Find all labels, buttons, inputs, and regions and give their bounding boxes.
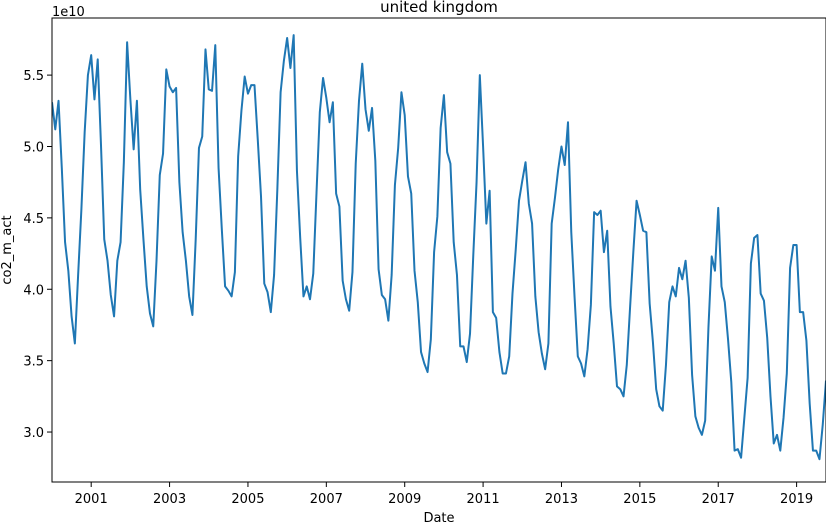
x-tick-label: 2009	[388, 492, 421, 507]
chart-title: united kingdom	[380, 0, 498, 16]
y-tick-label: 5.5	[23, 69, 44, 84]
x-axis-label: Date	[423, 511, 454, 525]
y-offset-label: 1e10	[52, 5, 85, 20]
y-axis-label: co2_m_act	[0, 215, 15, 284]
series-line	[52, 34, 826, 461]
x-tick-label: 2005	[231, 492, 264, 507]
plot-frame	[51, 17, 826, 483]
x-tick-label: 2013	[545, 492, 578, 507]
x-tick-label: 2003	[153, 492, 186, 507]
x-tick-label: 2001	[75, 492, 108, 507]
x-tick-label: 2017	[702, 492, 735, 507]
x-tick-label: 2019	[780, 492, 813, 507]
x-tick-label: 2015	[623, 492, 656, 507]
y-tick-label: 3.5	[23, 355, 44, 370]
y-tick-label: 4.5	[23, 212, 44, 227]
y-tick-label: 5.0	[23, 140, 44, 155]
x-tick-label: 2007	[310, 492, 343, 507]
x-tick-label: 2011	[467, 492, 500, 507]
y-tick-label: 4.0	[23, 283, 44, 298]
y-tick-label: 3.0	[23, 426, 44, 441]
